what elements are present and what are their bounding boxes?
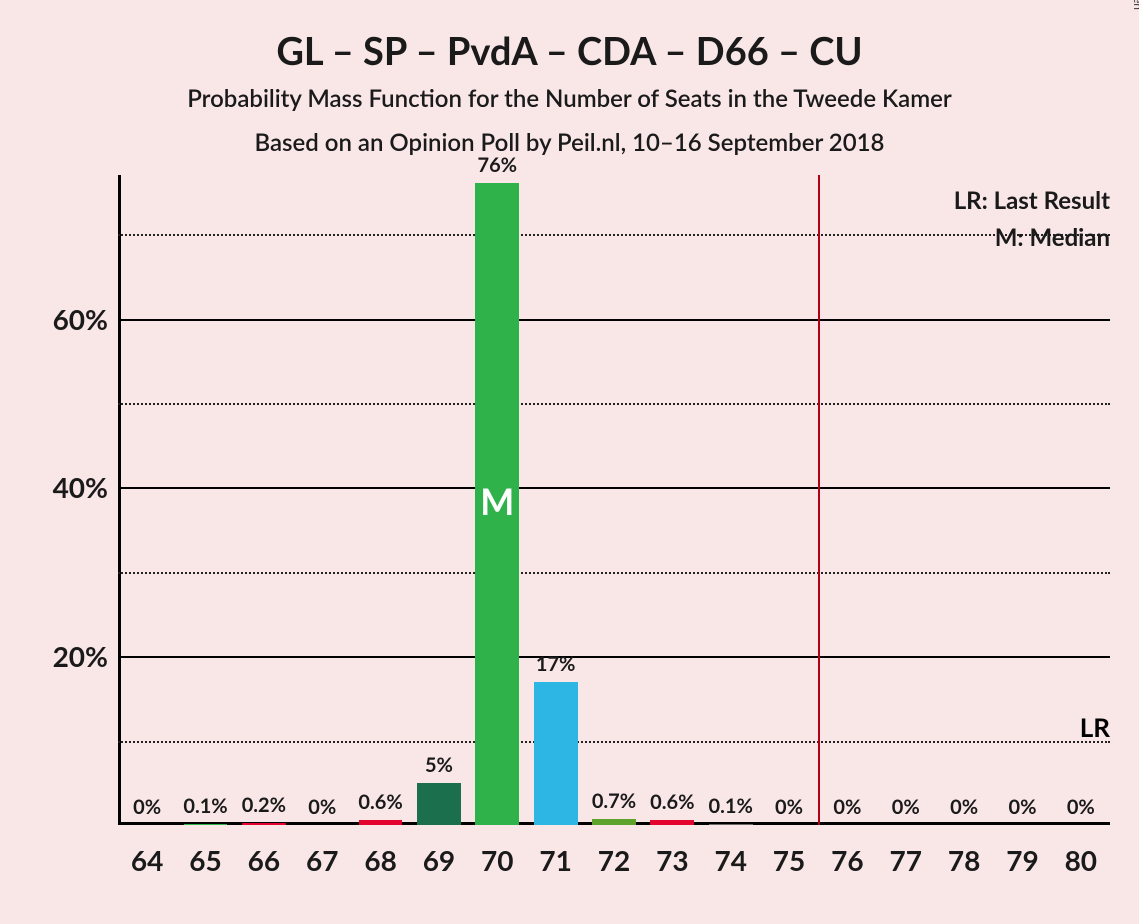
chart-title: GL – SP – PvdA – CDA – D66 – CU: [0, 28, 1139, 74]
bar-value-label: 17%: [536, 652, 576, 676]
gridline-minor: [118, 741, 1110, 743]
x-axis-label: 72: [598, 843, 630, 877]
bar: [592, 819, 636, 825]
bar-value-label: 0.6%: [650, 790, 694, 814]
legend-line: LR: Last Result: [954, 186, 1110, 215]
plot-area: 0%0.1%0.2%0%0.6%5%76%M17%0.7%0.6%0.1%0%0…: [118, 175, 1110, 825]
bar-value-label: 0.2%: [242, 793, 286, 817]
x-axis-label: 79: [1006, 843, 1038, 877]
bar-value-label: 0%: [833, 795, 861, 819]
x-axis-label: 67: [306, 843, 338, 877]
last-result-label: LR: [1080, 711, 1110, 743]
bar: [417, 783, 461, 825]
chart-subtitle-2: Based on an Opinion Poll by Peil.nl, 10–…: [0, 128, 1139, 157]
bar-value-label: 5%: [425, 753, 453, 777]
x-axis-label: 69: [423, 843, 455, 877]
bar-value-label: 0%: [892, 795, 920, 819]
gridline-major: [118, 319, 1110, 321]
x-axis-label: 78: [948, 843, 980, 877]
gridline-minor: [118, 403, 1110, 405]
bar-value-label: 0%: [775, 795, 803, 819]
y-axis-label: 20%: [53, 639, 118, 673]
bar-value-label: 0%: [1067, 795, 1095, 819]
bar-value-label: 0%: [133, 795, 161, 819]
bar-value-label: 0.1%: [709, 794, 753, 818]
y-axis-line: [118, 175, 121, 825]
x-axis-label: 75: [773, 843, 805, 877]
y-axis-label: 60%: [53, 302, 118, 336]
bar: [242, 823, 286, 825]
bar-value-label: 76%: [477, 153, 517, 177]
legend-line: M: Median: [954, 223, 1110, 252]
bar-value-label: 0.6%: [358, 790, 402, 814]
chart-canvas: GL – SP – PvdA – CDA – D66 – CU Probabil…: [0, 0, 1139, 924]
y-axis-label: 40%: [53, 470, 118, 504]
bar: [709, 824, 753, 825]
gridline-minor: [118, 572, 1110, 574]
x-axis-label: 76: [831, 843, 863, 877]
last-result-line: [818, 175, 820, 825]
chart-subtitle-1: Probability Mass Function for the Number…: [0, 84, 1139, 113]
x-axis-label: 66: [248, 843, 280, 877]
x-axis-label: 71: [539, 843, 571, 877]
copyright-text: © 2020 Filip van Laenen: [1131, 0, 1139, 10]
gridline-major: [118, 656, 1110, 658]
x-axis-label: 65: [189, 843, 221, 877]
x-axis-label: 80: [1065, 843, 1097, 877]
x-axis-label: 70: [481, 843, 513, 877]
x-axis-label: 74: [714, 843, 746, 877]
x-axis-label: 64: [131, 843, 163, 877]
bar: [650, 820, 694, 825]
legend: LR: Last Result M: Median: [954, 186, 1110, 260]
bar: [534, 682, 578, 826]
x-axis-label: 73: [656, 843, 688, 877]
bar-value-label: 0%: [1008, 795, 1036, 819]
x-axis-label: 68: [364, 843, 396, 877]
bar: [184, 824, 228, 825]
bar-value-label: 0.7%: [592, 789, 636, 813]
bar-value-label: 0.1%: [183, 794, 227, 818]
x-axis-label: 77: [890, 843, 922, 877]
gridline-major: [118, 487, 1110, 489]
bar-value-label: 0%: [308, 795, 336, 819]
bar: [359, 820, 403, 825]
median-marker: M: [480, 479, 514, 523]
bar-value-label: 0%: [950, 795, 978, 819]
